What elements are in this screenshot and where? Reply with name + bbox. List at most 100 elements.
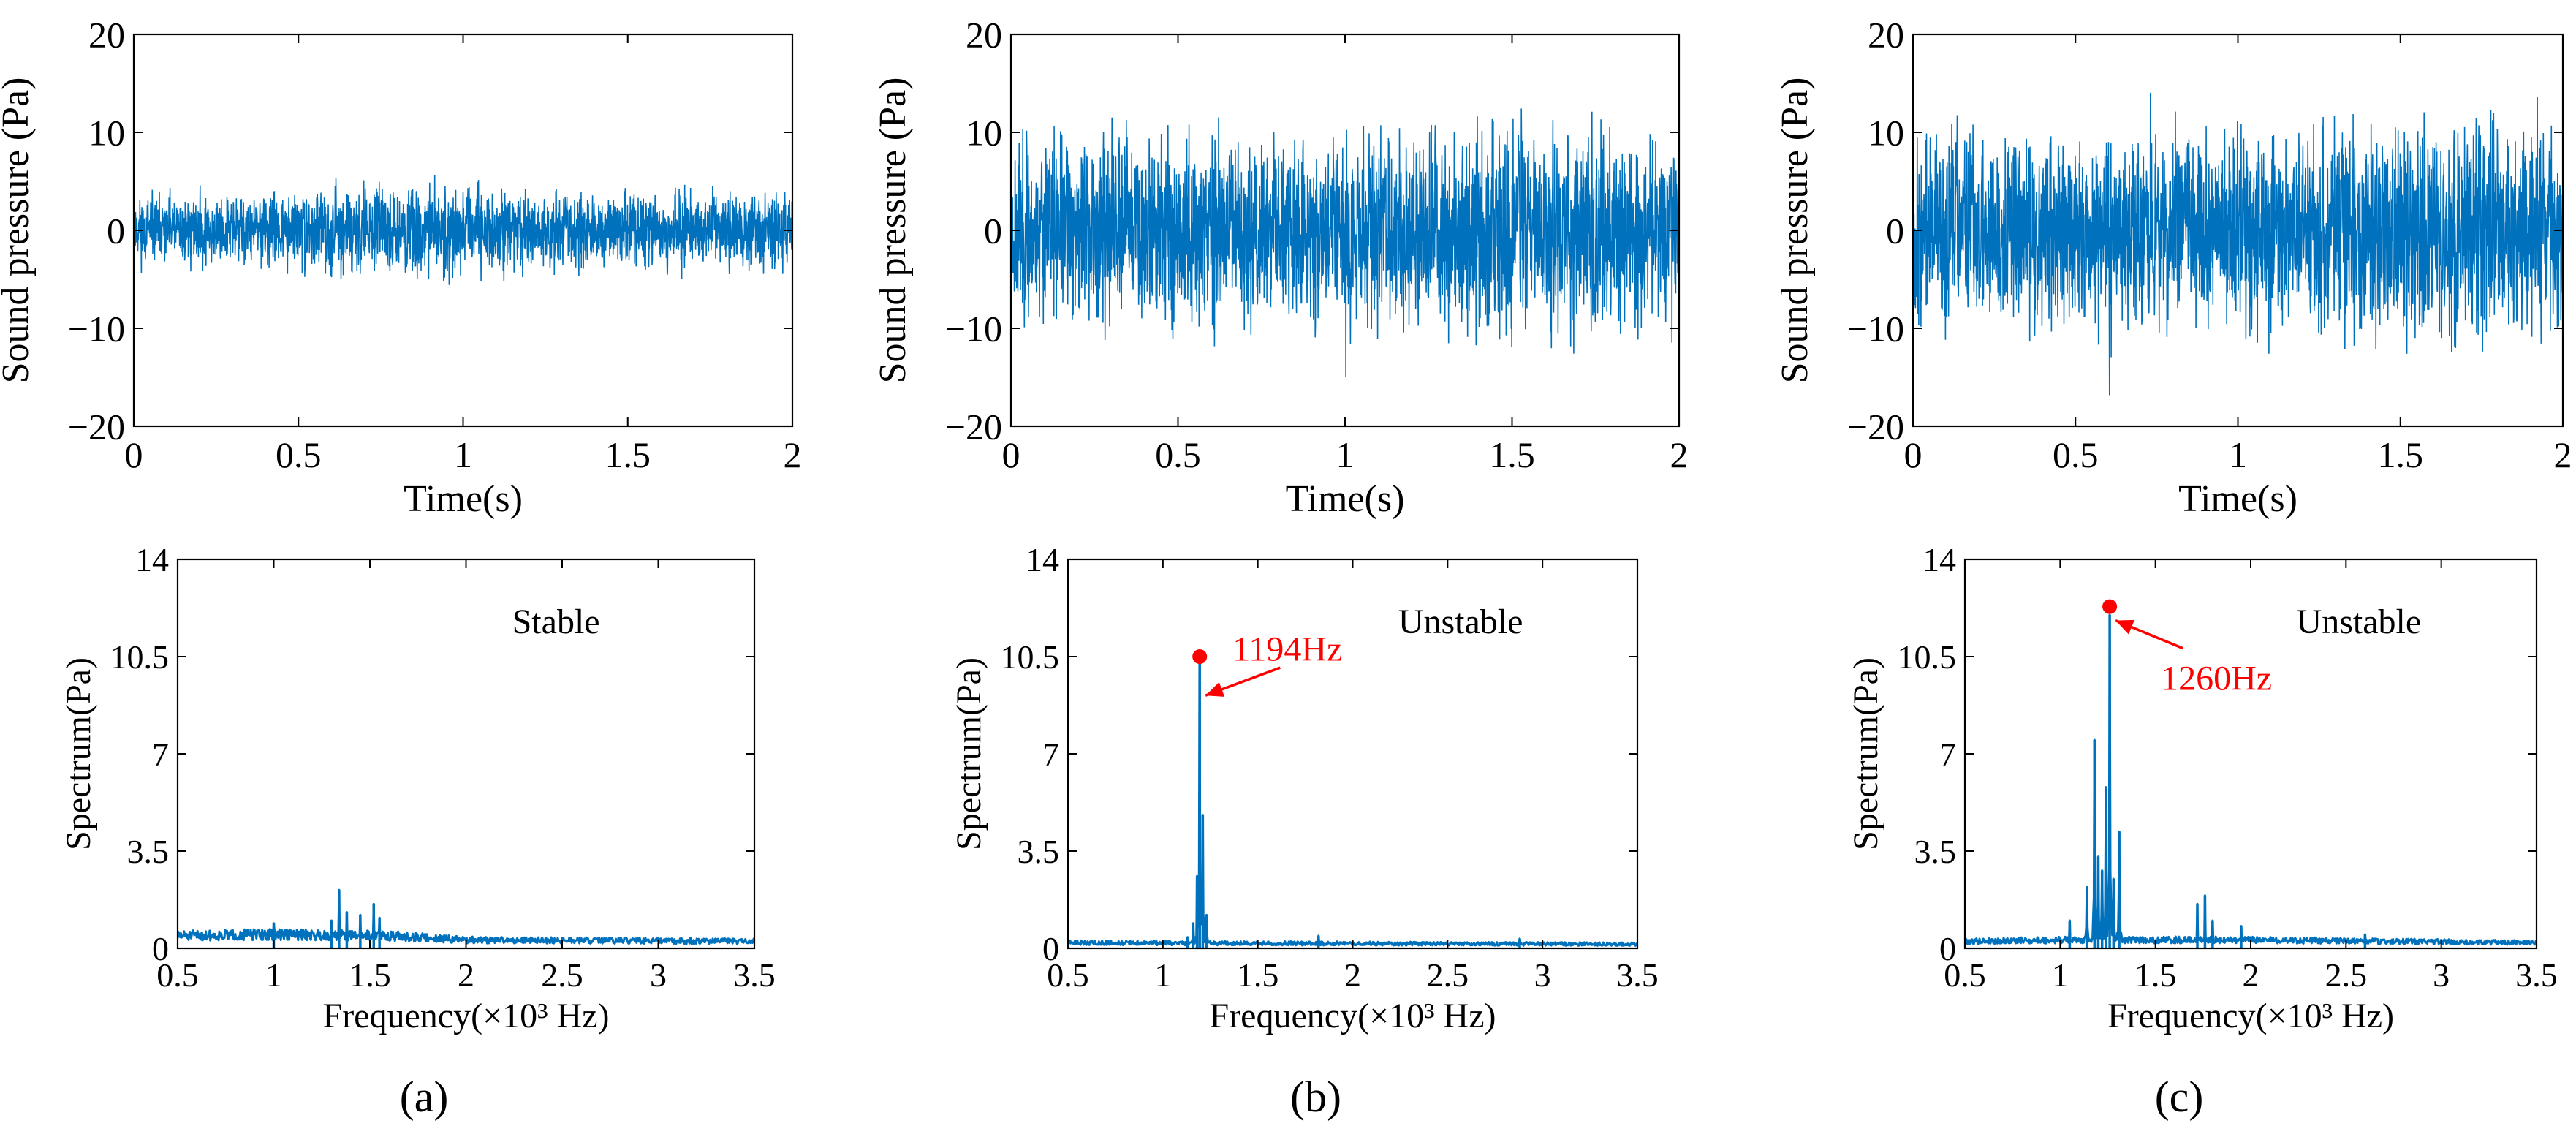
chart-b-spectrum-xtick-label-1: 1 — [1154, 956, 1171, 994]
chart-b-spectrum: 0.5 1 1.5 2 2.5 3 3.5 0 3.5 7 10.5 14 Frequency(×10³… — [950, 541, 1659, 1035]
chart-c-time-ytick-label-0: −20 — [1847, 407, 1904, 447]
chart-b-time-xtick-label-2: 1 — [1336, 434, 1355, 475]
chart-b-time-signal-line — [1011, 108, 1679, 377]
chart-c-spectrum-ytick-label-2: 7 — [1939, 736, 1956, 773]
chart-a-time-xtick-label-3: 1.5 — [605, 434, 651, 475]
chart-c-time-ylabel: Sound pressure (Pa) — [1774, 78, 1816, 384]
chart-b-spectrum-peak-marker — [1192, 649, 1208, 664]
chart-b-time-xtick-label-0: 0 — [1002, 434, 1020, 475]
chart-c-spectrum-ylabel: Spectrum(Pa) — [1846, 657, 1885, 850]
chart-a-spectrum-xtick-label-3: 2 — [458, 956, 474, 994]
chart-c-spectrum-peak-marker — [2102, 599, 2118, 614]
chart-a-time-xlabel: Time(s) — [404, 478, 523, 520]
chart-b-spectrum-series — [1068, 658, 1637, 948]
chart-b-time-xtick-label-4: 2 — [1670, 434, 1689, 475]
chart-b-time-ytick-label-1: −10 — [945, 309, 1002, 349]
chart-b-spectrum-xtick-label-5: 3 — [1534, 956, 1551, 994]
chart-a-time-xtick-label-1: 0.5 — [276, 434, 322, 475]
chart-b-time-xtick-label-3: 1.5 — [1489, 434, 1535, 475]
chart-b-spectrum-xtick-label-2: 1.5 — [1237, 956, 1279, 994]
chart-b-spectrum-ytick-label-0: 0 — [1042, 930, 1059, 967]
chart-c-time-ytick-label-2: 0 — [1886, 211, 1904, 252]
chart-b-spectrum-xlabel: Frequency(×10³ Hz) — [1210, 997, 1496, 1035]
chart-c-spectrum: 0.5 1 1.5 2 2.5 3 3.5 0 3.5 7 10.5 14 Frequency(×10³… — [1846, 541, 2558, 1035]
chart-c-time-xtick-label-3: 1.5 — [2378, 434, 2424, 475]
panel-label-c: (c) — [2155, 1073, 2204, 1121]
chart-a-time-series — [134, 175, 792, 285]
chart-b-spectrum-ytick-label-4: 14 — [1026, 541, 1059, 578]
chart-b-time-ytick-label-0: −20 — [945, 407, 1002, 447]
panel-label-b: (b) — [1290, 1073, 1341, 1121]
chart-b-time-ytick-label-3: 10 — [966, 113, 1002, 154]
chart-c-spectrum-ytick-label-4: 14 — [1922, 541, 1956, 578]
chart-b-spectrum-ytick-label-3: 10.5 — [1001, 638, 1060, 676]
chart-b-spectrum-ytick-label-1: 3.5 — [1018, 833, 1060, 870]
chart-c-spectrum-ytick-label-1: 3.5 — [1914, 833, 1957, 870]
chart-c-time-signal-line — [1913, 92, 2563, 396]
chart-a-spectrum: 0.5 1 1.5 2 2.5 3 3.5 0 3.5 7 10.5 14 Frequency(×10³… — [59, 541, 776, 1035]
chart-c-time-xtick-label-2: 1 — [2229, 434, 2247, 475]
chart-c-spectrum-peak-arrowhead — [2115, 619, 2135, 635]
chart-c-time-xlabel: Time(s) — [2178, 478, 2297, 520]
chart-a-time-ylabel: Sound pressure (Pa) — [0, 78, 37, 384]
chart-a-time-xtick-label-0: 0 — [125, 434, 143, 475]
chart-b-spectrum-xtick-label-3: 2 — [1344, 956, 1361, 994]
chart-b-time-xlabel: Time(s) — [1286, 478, 1405, 520]
chart-a-time-ytick-label-0: −20 — [68, 407, 125, 447]
chart-a-spectrum-xlabel: Frequency(×10³ Hz) — [323, 997, 610, 1035]
chart-b-time-ytick-label-4: 20 — [966, 15, 1002, 56]
chart-b-spectrum-peak-arrowhead — [1205, 681, 1225, 697]
chart-c-spectrum-peak-label: 1260Hz — [2161, 660, 2272, 698]
chart-c-spectrum-series — [1965, 613, 2537, 948]
chart-b-spectrum-axes-box — [1067, 558, 1639, 950]
chart-a-spectrum-xtick-label-5: 3 — [650, 956, 667, 994]
chart-c-spectrum-axes-box — [1963, 558, 2538, 950]
chart-c-spectrum-state-annotation: Unstable — [2297, 602, 2422, 641]
chart-c-time-ytick-label-1: −10 — [1847, 309, 1904, 349]
chart-a-spectrum-xtick-label-2: 1.5 — [349, 956, 391, 994]
chart-a-time-ytick-label-1: −10 — [68, 309, 125, 349]
chart-c-time: 0 0.5 1 1.5 2 −20 −10 0 10 20 Time(s) Sound pressur… — [1774, 15, 2572, 521]
chart-b-spectrum-xtick-label-4: 2.5 — [1427, 956, 1469, 994]
chart-c-spectrum-ytick-label-3: 10.5 — [1898, 638, 1957, 676]
chart-c-time-xtick-label-4: 2 — [2554, 434, 2572, 475]
chart-a-spectrum-ytick-label-1: 3.5 — [127, 833, 170, 870]
chart-a-spectrum-xtick-label-6: 3.5 — [733, 956, 776, 994]
chart-c-time-xtick-label-1: 0.5 — [2053, 434, 2099, 475]
chart-a-spectrum-xtick-label-1: 1 — [265, 956, 282, 994]
chart-b-spectrum-xtick-label-6: 3.5 — [1616, 956, 1659, 994]
chart-a-spectrum-ytick-label-0: 0 — [152, 930, 169, 967]
chart-b-spectrum-spectrum-line — [1068, 658, 1637, 947]
chart-a-spectrum-spectrum-line — [178, 888, 754, 945]
chart-a-spectrum-axes-box — [176, 558, 756, 950]
chart-a-spectrum-ylabel: Spectrum(Pa) — [59, 657, 98, 850]
chart-b-time-xtick-label-1: 0.5 — [1155, 434, 1201, 475]
chart-b-spectrum-xtick-label-0: 0.5 — [1047, 956, 1089, 994]
chart-c-spectrum-xtick-label-0: 0.5 — [1944, 956, 1986, 994]
chart-c-spectrum-xlabel: Frequency(×10³ Hz) — [2107, 997, 2394, 1035]
chart-c-spectrum-xtick-label-6: 3.5 — [2515, 956, 2558, 994]
chart-a-time-xtick-label-2: 1 — [454, 434, 472, 475]
chart-a-spectrum-ytick-label-2: 7 — [152, 736, 169, 773]
chart-a-spectrum-ytick-label-4: 14 — [135, 541, 169, 578]
chart-c-time-ytick-label-3: 10 — [1868, 113, 1904, 154]
chart-c-time-series — [1913, 92, 2563, 396]
chart-a-time-signal-line — [134, 175, 792, 285]
chart-b-spectrum-ylabel: Spectrum(Pa) — [950, 657, 988, 850]
chart-b-time: 0 0.5 1 1.5 2 −20 −10 0 10 20 Time(s) Sound pressur… — [872, 15, 1689, 521]
chart-b-time-series — [1011, 108, 1679, 377]
chart-c-spectrum-xtick-label-4: 2.5 — [2325, 956, 2368, 994]
chart-a-time-xtick-label-4: 2 — [784, 434, 802, 475]
chart-a-time-ytick-label-2: 0 — [107, 211, 125, 252]
panel-label-a: (a) — [400, 1073, 449, 1121]
chart-b-spectrum-state-annotation: Unstable — [1398, 602, 1523, 641]
chart-c-time-xtick-label-0: 0 — [1904, 434, 1922, 475]
chart-c-time-ytick-label-4: 20 — [1868, 15, 1904, 56]
chart-a-spectrum-xtick-label-4: 2.5 — [541, 956, 583, 994]
chart-c-spectrum-xtick-label-3: 2 — [2243, 956, 2259, 994]
chart-c-spectrum-xtick-label-2: 1.5 — [2134, 956, 2177, 994]
chart-a-time: 0 0.5 1 1.5 2 −20 −10 0 10 20 Time(s) Sound pressur… — [0, 15, 802, 521]
chart-b-time-ytick-label-2: 0 — [984, 211, 1002, 252]
chart-a-time-ytick-label-3: 10 — [88, 113, 125, 154]
